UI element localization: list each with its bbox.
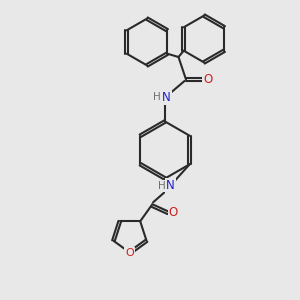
Text: O: O: [169, 206, 178, 219]
Text: H: H: [153, 92, 160, 103]
Text: H: H: [158, 181, 165, 191]
Text: O: O: [126, 248, 134, 258]
Text: O: O: [203, 73, 212, 86]
Text: N: N: [166, 179, 175, 192]
Text: N: N: [162, 91, 171, 104]
